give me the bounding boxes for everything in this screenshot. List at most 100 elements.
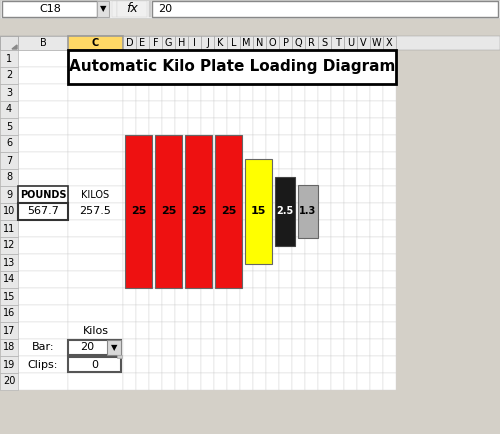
Bar [188,36,201,50]
Bar [279,322,292,339]
Bar [305,152,318,169]
Bar [279,237,292,254]
Text: H: H [178,38,185,48]
Bar [68,186,123,203]
Bar [214,373,227,390]
Bar [331,237,344,254]
Bar [357,118,370,135]
Bar [175,36,188,50]
Text: R: R [308,38,315,48]
Bar [214,50,227,67]
Bar [292,169,305,186]
Bar [357,322,370,339]
Bar [357,288,370,305]
Bar [279,186,292,203]
Bar [136,237,149,254]
Text: 4: 4 [6,105,12,115]
Bar [201,203,214,220]
Bar [370,186,383,203]
Bar [344,152,357,169]
Bar [123,373,136,390]
Text: B: B [40,38,46,48]
Bar [214,169,227,186]
Bar [357,356,370,373]
Bar [292,152,305,169]
Bar [253,118,266,135]
Text: 18: 18 [3,342,15,352]
Bar [227,50,240,67]
Bar [201,135,214,152]
Bar [18,203,68,220]
Bar [68,50,123,67]
Bar [188,186,201,203]
Bar [149,339,162,356]
Bar [292,220,305,237]
Bar [266,84,279,101]
Bar [136,186,149,203]
Bar [298,185,318,238]
Bar [68,84,123,101]
Bar [18,135,68,152]
Bar [305,67,318,84]
Bar [370,84,383,101]
Bar [18,186,68,203]
Bar [344,36,357,50]
Bar [305,84,318,101]
Bar [18,305,68,322]
Bar [2,1,97,17]
Bar [318,135,331,152]
Bar [240,50,253,67]
Bar [292,271,305,288]
Bar [18,101,68,118]
Bar [305,339,318,356]
Bar [279,101,292,118]
Bar [188,322,201,339]
Bar [18,169,68,186]
Bar [155,135,182,288]
Bar [214,220,227,237]
Bar [214,203,227,220]
Bar [175,186,188,203]
Bar [292,237,305,254]
Bar [266,101,279,118]
Bar [0,237,18,254]
Bar [383,322,396,339]
Bar [201,271,214,288]
Bar [318,152,331,169]
Bar [305,237,318,254]
Bar [344,237,357,254]
Bar [185,135,212,288]
Bar [227,186,240,203]
Bar [370,50,383,67]
Bar [18,84,68,101]
Bar [357,271,370,288]
Bar [331,305,344,322]
Text: 25: 25 [131,207,146,217]
Text: D: D [126,38,134,48]
Bar [331,322,344,339]
Bar [227,339,240,356]
Text: J: J [206,38,209,48]
Bar [0,36,18,50]
Bar [175,220,188,237]
Bar [253,271,266,288]
Bar [123,36,136,50]
Bar [357,254,370,271]
Text: 8: 8 [6,172,12,183]
Bar [279,152,292,169]
Bar [370,220,383,237]
Bar [68,339,123,356]
Bar [357,237,370,254]
Bar [0,36,500,50]
Bar [149,118,162,135]
Bar [0,339,18,356]
Bar [344,339,357,356]
Bar [266,186,279,203]
Bar [214,36,227,50]
Bar [136,36,149,50]
Bar [227,220,240,237]
Bar [383,152,396,169]
Bar [344,169,357,186]
Bar [18,67,68,84]
Text: P: P [282,38,288,48]
